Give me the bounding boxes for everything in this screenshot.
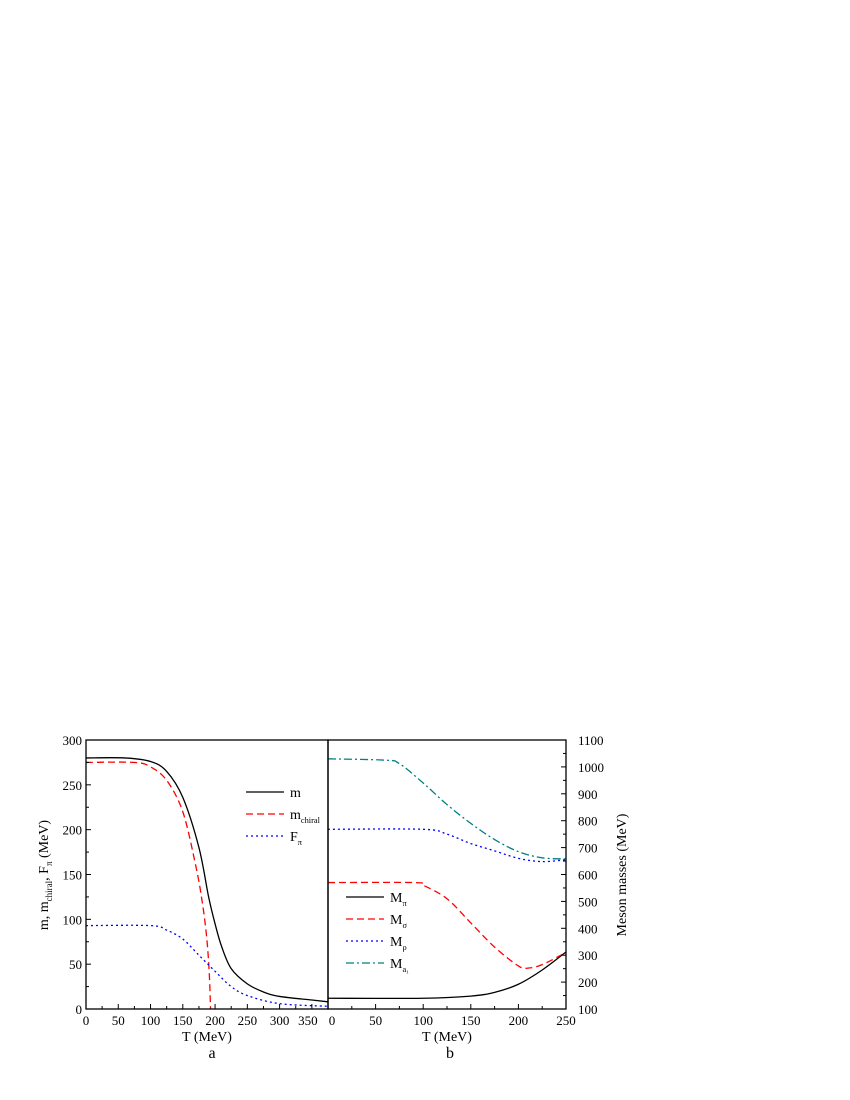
legend-label: Ma₁ [390,957,409,974]
legend-label-sub: chiral [301,816,321,825]
x-tick-label: 150 [173,1013,193,1028]
series-line-m [327,881,567,970]
series-line-f [85,924,329,1007]
y-tick-label: 250 [63,778,83,793]
y-tick-label: 100 [63,912,83,927]
panel-b: 0 50 100 150 200 2501002003004005006007008009… [327,733,604,1045]
x-tick-label: 350 [298,1013,318,1028]
y-tick-label: 200 [63,823,83,838]
x-tick-label: 0 [83,1013,90,1028]
x-tick-label: 100 [141,1013,161,1028]
series-line-ma [327,758,567,860]
y-tick-label: 600 [578,868,598,883]
y-tick-label: 400 [578,921,598,936]
legend-label-sub: π [298,838,303,847]
y-tick-label: 500 [578,894,598,909]
y-tick-label: 1100 [578,733,604,748]
x-tick-label: 0 [329,1013,336,1028]
legend-label: m [290,786,301,801]
legend-label-sub: σ [402,921,407,930]
legend-label-main: m [290,786,301,801]
x-tick-label: 300 [270,1013,290,1028]
y-tick-label: 900 [578,787,598,802]
y-tick-label: 150 [63,868,83,883]
y-axis-label-part: , F [37,866,52,881]
y-tick-label: 0 [76,1002,83,1017]
y-tick-label: 50 [69,957,82,972]
panel-label-b: b [446,1045,454,1062]
y-tick-label: 300 [63,733,83,748]
series-line-mchiral [85,761,212,1010]
x-tick-label: 250 [556,1013,576,1028]
y-tick-label: 700 [578,841,598,856]
legend-label-main: M [390,891,403,906]
x-axis-label: T (MeV) [182,1030,232,1045]
y-tick-label: 300 [578,948,598,963]
x-tick-label: 250 [238,1013,258,1028]
legend-label-main: F [290,830,298,845]
plot-frame [85,739,329,1010]
x-tick-label: 150 [461,1013,481,1028]
legend-label: Fπ [290,830,303,847]
legend-label-sub: π [402,899,407,908]
x-tick-label: 100 [413,1013,433,1028]
y-tick-label: 100 [578,1002,598,1017]
legend-label-sub: a₁ [402,965,409,974]
y-axis-label-part: π [44,861,54,866]
legend-label-main: M [390,913,403,928]
y-axis-label-a: m, mchiral, Fπ (MeV) [37,820,54,931]
y-tick-label: 200 [578,975,598,990]
x-tick-label: 50 [369,1013,382,1028]
y-axis-label-part: chiral [44,880,54,901]
y-tick-label: 1000 [578,760,604,775]
panel-a: 0 50 100 150 200 250 300 350 0 50 100 150 200 250 300 T… [63,733,329,1045]
panel-label-a: a [208,1045,215,1062]
y-axis-label-b: Meson masses (MeV) [615,813,630,936]
series-line-m [327,951,567,1000]
x-tick-label: 200 [509,1013,529,1028]
y-tick-label: 800 [578,814,598,829]
legend-label: Mπ [390,891,407,908]
x-axis-label: T (MeV) [422,1030,472,1045]
legend-label-sub: ρ [402,943,406,952]
x-tick-label: 50 [112,1013,125,1028]
legend-label-main: M [390,935,403,950]
x-tick-label: 200 [205,1013,225,1028]
legend-label-main: M [390,957,403,972]
y-axis-label-part: m, m [37,901,52,930]
series-line-m [85,757,329,1003]
plot-frame [327,739,567,1010]
legend-label-main: m [290,808,301,823]
legend-label: Mρ [390,935,407,952]
legend-label: Mσ [390,913,407,930]
series-line-m [327,828,567,863]
y-axis-label-part: (MeV) [37,820,52,862]
legend-label: mchiral [290,808,321,825]
